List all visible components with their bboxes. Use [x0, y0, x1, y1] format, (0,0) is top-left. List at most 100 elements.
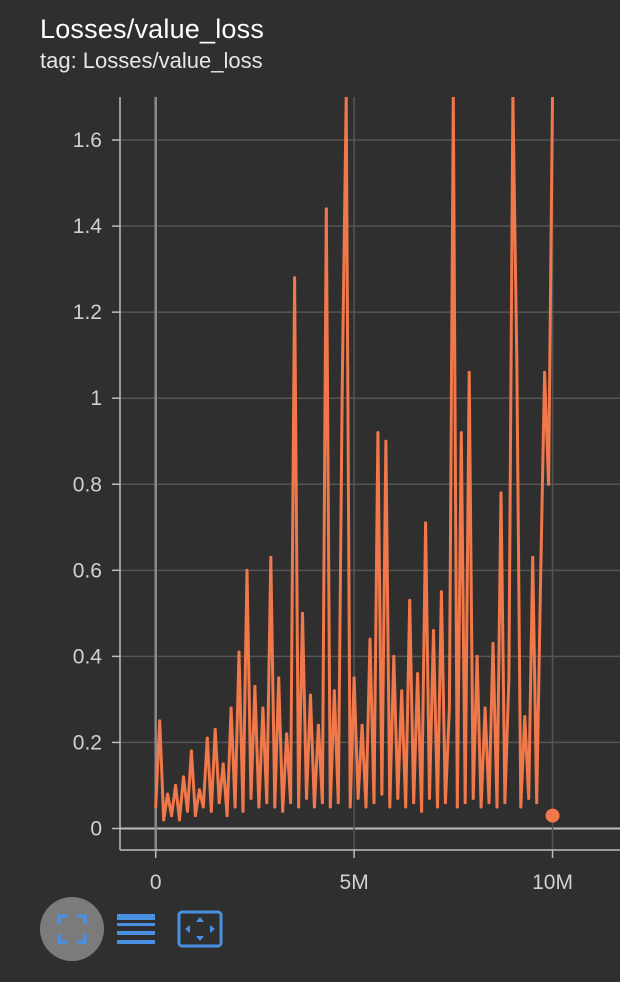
data-point: [495, 805, 499, 809]
data-point: [277, 676, 281, 680]
y-tick-label: 0: [90, 817, 102, 840]
data-point: [189, 749, 193, 753]
y-tick-label: 0.2: [73, 731, 102, 754]
y-tick-label: 0.6: [73, 559, 102, 582]
data-point: [181, 775, 185, 779]
data-point: [162, 818, 166, 822]
data-point: [158, 719, 162, 723]
data-point: [297, 805, 301, 809]
y-tick-label: 1.6: [73, 129, 102, 152]
toggle-legend-button[interactable]: [112, 905, 160, 953]
data-point: [515, 357, 519, 361]
data-point: [396, 796, 400, 800]
data-point: [535, 801, 539, 805]
data-point: [551, 97, 555, 99]
data-point: [376, 431, 380, 435]
data-point: [316, 723, 320, 727]
fullscreen-icon: [57, 914, 87, 944]
data-point: [249, 796, 253, 800]
data-point: [408, 598, 412, 602]
data-point: [527, 796, 531, 800]
data-point: [281, 809, 285, 813]
data-point: [233, 805, 237, 809]
data-point: [320, 801, 324, 805]
data-point: [471, 796, 475, 800]
legend-lines-icon: [117, 914, 155, 944]
data-point: [237, 650, 241, 654]
data-point: [511, 97, 515, 99]
data-point: [360, 723, 364, 727]
data-point: [305, 796, 309, 800]
data-point: [344, 97, 348, 99]
data-point: [221, 762, 225, 766]
data-point: [384, 439, 388, 443]
data-point: [507, 676, 511, 680]
data-point: [217, 801, 221, 805]
data-point: [463, 801, 467, 805]
y-tick-label: 1: [90, 387, 102, 410]
data-point: [487, 801, 491, 805]
y-tick-label: 1.2: [73, 301, 102, 324]
chart-subtitle: tag: Losses/value_loss: [40, 48, 263, 73]
data-point: [301, 611, 305, 615]
data-point: [197, 788, 201, 792]
data-point: [404, 805, 408, 809]
data-point: [523, 715, 527, 719]
data-point: [166, 792, 170, 796]
data-point: [543, 370, 547, 374]
data-point: [459, 431, 463, 435]
data-point: [201, 805, 205, 809]
data-point: [265, 801, 269, 805]
data-point: [273, 805, 277, 809]
data-point: [154, 805, 158, 809]
x-tick-label: 10M: [532, 871, 573, 890]
y-tick-label: 0.4: [73, 645, 103, 668]
data-point: [499, 491, 503, 495]
data-point: [209, 809, 213, 813]
data-point: [428, 796, 432, 800]
data-point: [420, 809, 424, 813]
data-point: [285, 732, 289, 736]
data-point: [269, 555, 273, 559]
data-point: [416, 672, 420, 676]
data-point: [356, 796, 360, 800]
data-point: [293, 276, 297, 280]
data-point: [245, 568, 249, 572]
data-point: [435, 805, 439, 809]
chart-title: Losses/value_loss: [40, 14, 265, 44]
data-point: [503, 801, 507, 805]
data-point: [178, 818, 182, 822]
data-point: [392, 654, 396, 658]
data-point: [312, 805, 316, 809]
data-point: [455, 805, 459, 809]
data-point: [372, 801, 376, 805]
data-point: [257, 805, 261, 809]
data-point: [225, 814, 229, 818]
fit-domain-icon: [177, 910, 223, 948]
data-point: [213, 728, 217, 732]
data-point: [539, 577, 543, 581]
fit-domain-button[interactable]: [174, 905, 226, 953]
data-point: [447, 706, 451, 710]
data-point: [519, 805, 523, 809]
data-point: [336, 801, 340, 805]
x-tick-label: 5M: [340, 871, 369, 890]
data-point: [467, 370, 471, 374]
data-point: [193, 814, 197, 818]
data-point: [483, 706, 487, 710]
data-point: [400, 689, 404, 693]
data-point: [289, 801, 293, 805]
data-point: [368, 637, 372, 641]
data-point: [451, 97, 455, 99]
line-chart[interactable]: 0 0.2 0.4 0.6 0.8 1 1.2 1.4 1.6 0 5M 10M: [0, 0, 620, 890]
data-point: [205, 736, 209, 740]
data-point: [491, 641, 495, 645]
data-point: [531, 555, 535, 559]
fullscreen-button[interactable]: [40, 897, 104, 961]
data-point: [439, 590, 443, 594]
data-point: [547, 482, 551, 486]
data-point: [253, 684, 257, 688]
data-point: [388, 805, 392, 809]
data-point: [412, 801, 416, 805]
data-point: [174, 783, 178, 787]
